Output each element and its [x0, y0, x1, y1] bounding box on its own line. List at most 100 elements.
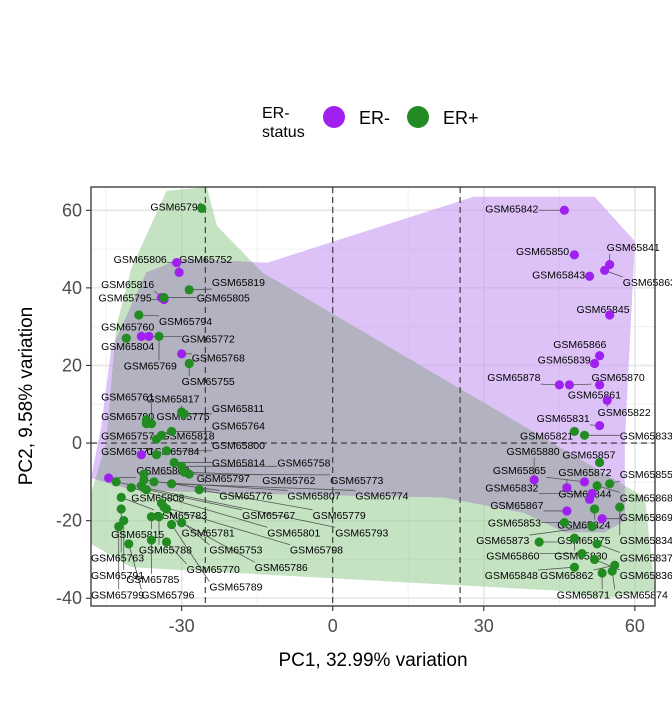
point-gsm65786	[177, 517, 187, 528]
point-label-gsm65860: GSM65860	[486, 551, 539, 563]
point-label-gsm65817: GSM65817	[146, 393, 199, 405]
legend-title-line1: ER-	[262, 105, 290, 122]
point-label-gsm65804: GSM65804	[101, 341, 154, 353]
point-gsm65804	[136, 331, 146, 341]
point-gsm65863	[600, 265, 610, 276]
y-axis-title: PC2, 9.58% variation	[16, 307, 37, 486]
x-tick-label: 60	[625, 616, 645, 636]
point-label-gsm65788: GSM65788	[139, 545, 192, 557]
x-tick-label: -30	[169, 616, 195, 636]
point-label-gsm65848: GSM65848	[485, 570, 538, 582]
point-label-gsm65764: GSM65764	[212, 421, 265, 433]
point-gsm65793	[111, 477, 121, 487]
point-label-gsm65769: GSM65769	[124, 360, 177, 372]
point-gsm65839	[589, 358, 600, 369]
point-label-gsm65794: GSM65794	[159, 316, 212, 328]
point-gsm65773	[184, 469, 194, 479]
point-label-gsm65822: GSM65822	[598, 407, 651, 419]
point-label-gsm65869: GSM65869	[620, 512, 672, 524]
point-gsm65769	[154, 331, 164, 341]
point-label-gsm65880: GSM65880	[506, 446, 559, 458]
point-gsm65822	[602, 395, 612, 405]
point-gsm65875	[534, 537, 544, 547]
x-tick-label: 0	[328, 616, 338, 636]
point-label-gsm65762: GSM65762	[262, 475, 315, 487]
point-label-gsm65837: GSM65837	[620, 553, 672, 565]
point-gsm65803	[104, 473, 114, 483]
point-gsm65784	[151, 450, 162, 460]
connector-gsm65753	[166, 508, 210, 546]
point-label-gsm65808: GSM65808	[131, 492, 184, 504]
point-label-gsm65867: GSM65867	[490, 500, 543, 512]
point-gsm65824	[589, 504, 600, 514]
point-gsm65755	[184, 358, 194, 369]
point-label-gsm65793: GSM65793	[335, 527, 388, 539]
point-gsm65772	[144, 331, 154, 341]
point-gsm65783	[116, 492, 126, 502]
point-gsm65811	[179, 409, 189, 419]
point-label-gsm65757: GSM65757	[101, 430, 154, 442]
point-gsm65767	[141, 485, 151, 495]
point-gsm65860	[577, 549, 587, 559]
y-tick-label: 0	[72, 433, 82, 453]
point-label-gsm65790: GSM65790	[101, 411, 154, 423]
point-gsm65831	[595, 420, 605, 431]
point-gsm65768	[177, 349, 187, 359]
point-label-gsm65803: GSM65803	[136, 465, 189, 477]
point-gsm65866	[595, 351, 605, 361]
point-label-gsm65816: GSM65816	[101, 279, 154, 291]
point-label-gsm65785: GSM65785	[126, 574, 179, 586]
point-gsm65807	[149, 477, 159, 487]
point-label-gsm65844: GSM65844	[558, 488, 611, 500]
legend-title-line2: status	[262, 124, 305, 141]
point-label-gsm65773: GSM65773	[330, 475, 383, 487]
point-gsm65869	[597, 514, 607, 524]
point-label-gsm65752: GSM65752	[179, 254, 232, 266]
y-tick-label: -20	[56, 511, 82, 531]
point-label-gsm65763: GSM65763	[91, 553, 144, 565]
point-label-gsm65841: GSM65841	[607, 242, 660, 254]
point-gsm65815	[146, 512, 157, 522]
point-gsm65792	[197, 203, 207, 213]
point-gsm65870	[564, 380, 574, 390]
point-label-gsm65868: GSM65868	[620, 492, 672, 504]
data-points	[104, 203, 625, 578]
point-gsm65845	[605, 310, 615, 320]
point-gsm65867	[562, 506, 572, 516]
connector-gsm65789	[171, 524, 210, 582]
point-label-gsm65779: GSM65779	[313, 510, 366, 522]
point-label-gsm65796: GSM65796	[141, 589, 194, 601]
point-label-gsm65834: GSM65834	[620, 535, 672, 547]
connector-gsm65770	[166, 541, 187, 565]
point-label-gsm65768: GSM65768	[192, 353, 245, 365]
point-gsm65842	[559, 205, 569, 215]
point-label-gsm65799: GSM65799	[91, 589, 144, 601]
point-gsm65836	[589, 554, 600, 565]
point-label-gsm65760: GSM65760	[101, 322, 154, 334]
point-gsm65819	[184, 285, 194, 295]
point-label-gsm65873: GSM65873	[476, 535, 529, 547]
point-label-gsm65870: GSM65870	[592, 372, 645, 384]
point-gsm65843	[584, 271, 595, 281]
point-label-gsm65874: GSM65874	[615, 589, 668, 601]
point-label-gsm65833: GSM65833	[620, 430, 672, 442]
point-label-gsm65801: GSM65801	[267, 527, 320, 539]
x-tick-label: 30	[474, 616, 494, 636]
point-gsm65763	[116, 504, 126, 514]
point-gsm65844	[584, 494, 595, 504]
point-gsm65871	[597, 568, 607, 578]
point-label-gsm65776: GSM65776	[219, 490, 272, 502]
y-tick-label: 20	[62, 355, 82, 375]
point-label-gsm65798: GSM65798	[290, 545, 343, 557]
point-label-gsm65850: GSM65850	[516, 246, 569, 258]
point-label-gsm65872: GSM65872	[558, 467, 611, 479]
point-label-gsm65866: GSM65866	[553, 339, 606, 351]
point-label-gsm65843: GSM65843	[532, 269, 585, 281]
point-gsm65788	[154, 512, 164, 522]
point-gsm65880	[529, 475, 539, 485]
point-gsm65837	[592, 539, 602, 549]
connector-gsm65803	[108, 476, 137, 479]
plot-area: GSM65842 GSM65850 GSM65841 GSM65843 GSM65863…	[56, 186, 672, 636]
point-labels: GSM65842 GSM65850 GSM65841 GSM65843 GSM65863…	[91, 201, 672, 601]
